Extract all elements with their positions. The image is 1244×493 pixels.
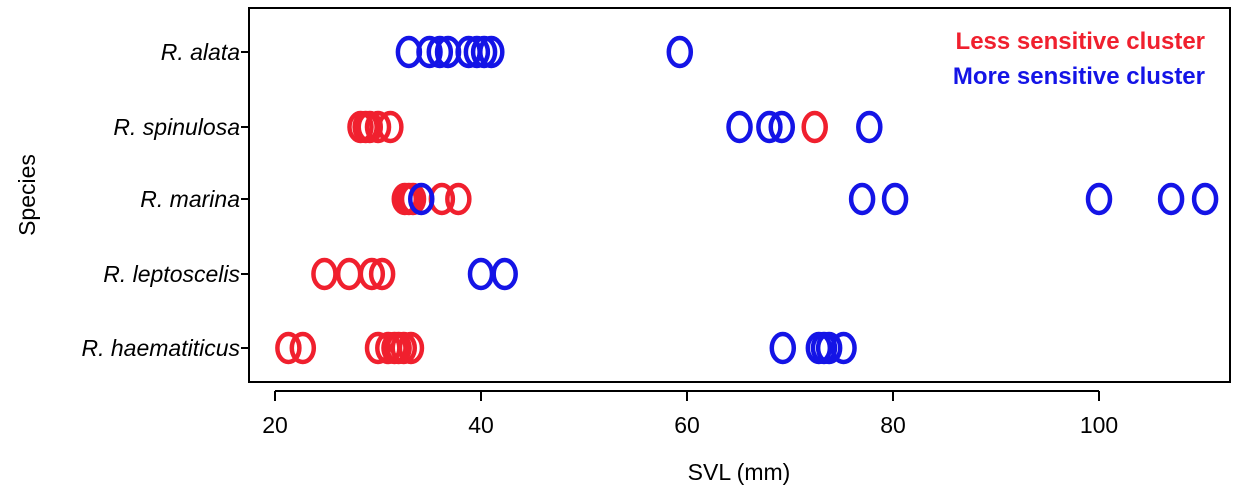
data-point — [769, 331, 797, 365]
data-point — [364, 110, 392, 144]
y-tick-label: R. marina — [140, 186, 240, 212]
x-tick-label: 60 — [674, 412, 700, 438]
y-tick-label: R. spinulosa — [113, 114, 240, 140]
data-point — [666, 35, 694, 69]
data-point — [1191, 182, 1219, 216]
y-axis-title: Species — [14, 154, 40, 236]
data-point — [377, 110, 404, 144]
legend-entry-more-sensitive: More sensitive cluster — [953, 63, 1205, 90]
x-axis: 20 40 60 80 100 — [262, 390, 1118, 438]
data-point — [815, 331, 843, 365]
data-point — [335, 257, 363, 291]
data-point — [830, 331, 857, 365]
data-point — [801, 110, 828, 144]
data-point — [368, 257, 396, 291]
y-tick-label: R. haematiticus — [81, 335, 240, 361]
data-point — [881, 182, 909, 216]
y-tick-label: R. alata — [161, 39, 240, 65]
legend-entry-less-sensitive: Less sensitive cluster — [956, 28, 1205, 55]
data-point — [397, 331, 425, 365]
x-tick-label: 20 — [262, 412, 288, 438]
data-point — [1157, 182, 1185, 216]
data-points — [275, 35, 1219, 365]
data-point — [426, 35, 454, 69]
data-point — [478, 35, 505, 69]
data-point — [768, 110, 796, 144]
x-tick-label: 80 — [880, 412, 906, 438]
data-point — [491, 257, 518, 291]
y-axis-ticks: R. alata R. spinulosa R. marina R. leptosce… — [81, 39, 249, 361]
data-point — [756, 110, 783, 144]
data-point — [470, 35, 498, 69]
data-point — [311, 257, 338, 291]
data-point — [1085, 182, 1113, 216]
data-point — [726, 110, 753, 144]
x-axis-title: SVL (mm) — [688, 459, 791, 485]
data-point — [358, 257, 386, 291]
plot-frame — [248, 7, 1231, 383]
data-point — [390, 331, 417, 365]
x-tick-label: 100 — [1080, 412, 1118, 438]
data-point — [399, 182, 427, 216]
y-tick-label: R. leptoscelis — [103, 261, 240, 287]
data-point — [467, 257, 495, 291]
data-point — [463, 35, 491, 69]
data-point — [275, 331, 302, 365]
data-point — [416, 35, 443, 69]
data-point — [289, 331, 317, 365]
data-point — [856, 110, 883, 144]
x-tick-label: 40 — [468, 412, 494, 438]
data-point — [445, 182, 472, 216]
data-point — [408, 182, 435, 216]
data-point — [848, 182, 876, 216]
